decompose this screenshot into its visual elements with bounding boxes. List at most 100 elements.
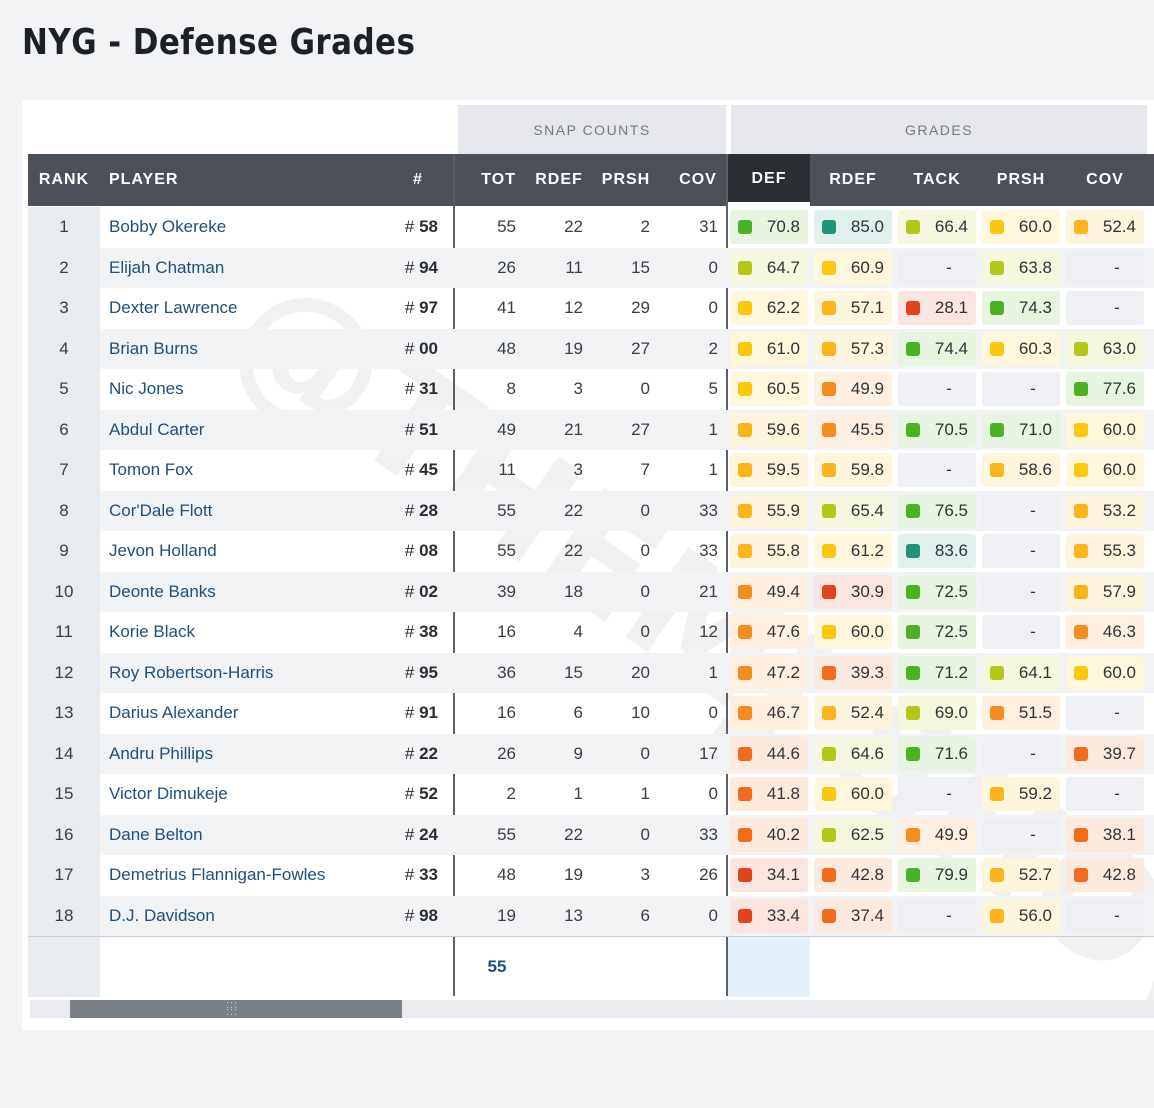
snap-cov-cell: 0 bbox=[708, 298, 718, 317]
grade-prsh-cell: 52.7 bbox=[982, 858, 1060, 892]
column-header-grade-cov[interactable]: COV bbox=[1086, 171, 1124, 188]
grade-value: 74.4 bbox=[934, 338, 968, 358]
player-name-link[interactable]: Deonte Banks bbox=[109, 581, 216, 601]
player-name-link[interactable]: Darius Alexander bbox=[109, 703, 239, 722]
column-header-grade-prsh[interactable]: PRSH bbox=[996, 171, 1046, 188]
table-row[interactable]: 11 Korie Black # 38 16 4 0 12 47.6 60.0 72.5 - 46.3 bbox=[28, 612, 1154, 653]
table-row[interactable]: 18 D.J. Davidson # 98 19 13 6 0 33.4 37.4 - 56.0 - bbox=[28, 895, 1154, 936]
player-name-link[interactable]: Roy Robertson-Harris bbox=[109, 662, 274, 682]
grade-color-swatch bbox=[1074, 544, 1088, 558]
table-row[interactable]: 10 Deonte Banks # 02 39 18 0 21 49.4 30.9 72.5 - 57… bbox=[28, 571, 1154, 612]
table-row[interactable]: 7 Tomon Fox # 45 11 3 7 1 59.5 59.8 - 58.6 60.0 bbox=[28, 450, 1154, 491]
snap-rdef-cell: 13 bbox=[564, 905, 583, 925]
snap-cov-cell: 33 bbox=[699, 824, 718, 844]
grade-color-swatch bbox=[906, 706, 920, 720]
table-row[interactable]: 13 Darius Alexander # 91 16 6 10 0 46.7 52.4 69.0… bbox=[28, 693, 1154, 734]
table-row[interactable]: 1 Bobby Okereke # 58 55 22 2 31 70.8 85.0 66.4 60.… bbox=[28, 207, 1154, 248]
snap-rdef-cell: 3 bbox=[573, 460, 583, 479]
player-name-link[interactable]: Tomon Fox bbox=[109, 460, 194, 479]
table-row[interactable]: 3 Dexter Lawrence # 97 41 12 29 0 62.2 57.1 28.1 7… bbox=[28, 288, 1154, 329]
column-header-number[interactable]: # bbox=[413, 171, 423, 188]
column-header-prsh[interactable]: PRSH bbox=[601, 171, 651, 188]
jersey-number: # 58 bbox=[368, 207, 438, 248]
snap-tot-cell: 48 bbox=[497, 338, 516, 358]
group-header-snap-counts: SNAP COUNTS bbox=[458, 105, 726, 154]
snap-prsh-cell: 15 bbox=[631, 257, 650, 277]
table-row[interactable]: 12 Roy Robertson-Harris # 95 36 15 20 1 47.2 39.… bbox=[28, 652, 1154, 693]
grade-color-swatch bbox=[822, 301, 836, 315]
player-name-link[interactable]: D.J. Davidson bbox=[109, 905, 215, 925]
grade-value: - bbox=[946, 905, 952, 925]
table-row[interactable]: 2 Elijah Chatman # 94 26 11 15 0 64.7 60.9 - 63.8 - bbox=[28, 247, 1154, 288]
grade-color-swatch bbox=[906, 665, 920, 680]
grade-def-cell: 47.2 bbox=[730, 655, 808, 690]
jersey-number: # 45 bbox=[368, 450, 438, 491]
column-header-player[interactable]: PLAYER bbox=[109, 171, 179, 188]
grade-color-swatch bbox=[738, 908, 752, 923]
grade-value: - bbox=[1030, 581, 1036, 601]
table-row[interactable]: 5 Nic Jones # 31 8 3 0 5 60.5 49.9 - - 77.6 bbox=[28, 369, 1154, 410]
table-row[interactable]: 17 Demetrius Flannigan-Fowles # 33 48 19 3 26 3… bbox=[28, 855, 1154, 896]
grade-color-swatch bbox=[738, 301, 752, 315]
column-header-rdef[interactable]: RDEF bbox=[535, 171, 583, 188]
grade-def-cell: 61.0 bbox=[730, 331, 808, 366]
table-row[interactable]: 4 Brian Burns # 00 48 19 27 2 61.0 57.3 74.4 60.3 6… bbox=[28, 328, 1154, 369]
player-name-link[interactable]: Andru Phillips bbox=[109, 743, 213, 763]
column-header-grade-def[interactable]: DEF bbox=[728, 154, 810, 206]
player-name-link[interactable]: Demetrius Flannigan-Fowles bbox=[109, 865, 326, 884]
hash-symbol: # bbox=[404, 824, 415, 844]
rank-cell: 4 bbox=[28, 328, 100, 369]
grade-value: 69.0 bbox=[934, 703, 968, 722]
grade-value: 60.0 bbox=[1102, 662, 1136, 682]
snap-rdef-cell: 22 bbox=[564, 541, 583, 560]
player-name-link[interactable]: Dexter Lawrence bbox=[109, 298, 238, 317]
grade-value: 76.5 bbox=[934, 500, 968, 520]
column-header-grade-tack[interactable]: TACK bbox=[913, 171, 961, 188]
player-name-link[interactable]: Elijah Chatman bbox=[109, 257, 225, 277]
grade-color-swatch bbox=[738, 382, 752, 396]
player-name-link[interactable]: Brian Burns bbox=[109, 338, 198, 358]
jersey-number-value: 28 bbox=[419, 500, 438, 520]
player-name-link[interactable]: Dane Belton bbox=[109, 824, 203, 844]
table-row[interactable]: 9 Jevon Holland # 08 55 22 0 33 55.8 61.2 83.6 - 55… bbox=[28, 531, 1154, 572]
grade-value: 46.7 bbox=[766, 703, 800, 722]
snap-tot-cell: 55 bbox=[497, 500, 516, 520]
rank-cell: 5 bbox=[28, 369, 100, 410]
grade-cov-cell: 60.0 bbox=[1066, 655, 1144, 690]
player-name-link[interactable]: Korie Black bbox=[109, 622, 195, 641]
scrollbar-thumb[interactable] bbox=[70, 1000, 402, 1018]
player-name-link[interactable]: Jevon Holland bbox=[109, 541, 217, 560]
grade-value: 42.8 bbox=[850, 865, 884, 884]
player-name-link[interactable]: Abdul Carter bbox=[109, 419, 205, 439]
grade-value: - bbox=[1030, 743, 1036, 763]
player-name-link[interactable]: Nic Jones bbox=[109, 379, 184, 398]
table-row[interactable]: 8 Cor'Dale Flott # 28 55 22 0 33 55.9 65.4 76.5 - 5… bbox=[28, 490, 1154, 531]
grade-cov-cell: - bbox=[1066, 250, 1144, 285]
grade-cov-cell: 53.2 bbox=[1066, 493, 1144, 528]
grade-prsh-cell: 71.0 bbox=[982, 412, 1060, 447]
grade-cov-cell: 39.7 bbox=[1066, 736, 1144, 771]
grade-value: 52.4 bbox=[850, 703, 884, 722]
grade-value: 52.7 bbox=[1018, 865, 1052, 884]
column-header-rank[interactable]: RANK bbox=[38, 171, 90, 188]
snap-rdef-cell: 3 bbox=[573, 379, 583, 398]
grade-rdef-cell: 60.0 bbox=[814, 615, 892, 649]
rank-cell: 7 bbox=[28, 450, 100, 491]
table-row[interactable]: 16 Dane Belton # 24 55 22 0 33 40.2 62.5 49.9 - 38.… bbox=[28, 814, 1154, 855]
grade-value: 62.5 bbox=[850, 824, 884, 844]
snap-prsh-cell: 0 bbox=[640, 541, 650, 560]
player-name-link[interactable]: Victor Dimukeje bbox=[109, 784, 228, 803]
grade-def-cell: 62.2 bbox=[730, 291, 808, 325]
jersey-number: # 51 bbox=[368, 410, 438, 451]
grade-cov-cell: 63.0 bbox=[1066, 331, 1144, 366]
column-header-grade-rdef[interactable]: RDEF bbox=[829, 171, 877, 188]
player-name-link[interactable]: Cor'Dale Flott bbox=[109, 500, 213, 520]
column-header-cov[interactable]: COV bbox=[679, 171, 717, 188]
player-name-link[interactable]: Bobby Okereke bbox=[109, 217, 227, 236]
table-row[interactable]: 14 Andru Phillips # 22 26 9 0 17 44.6 64.6 71.6 - 3… bbox=[28, 733, 1154, 774]
grade-rdef-cell: 64.6 bbox=[814, 736, 892, 771]
table-row[interactable]: 6 Abdul Carter # 51 49 21 27 1 59.6 45.5 70.5 71.0… bbox=[28, 409, 1154, 451]
grade-prsh-cell: - bbox=[982, 817, 1060, 852]
column-header-tot[interactable]: TOT bbox=[481, 171, 516, 188]
table-row[interactable]: 15 Victor Dimukeje # 52 2 1 1 0 41.8 60.0 - 59.2 - bbox=[28, 774, 1154, 815]
